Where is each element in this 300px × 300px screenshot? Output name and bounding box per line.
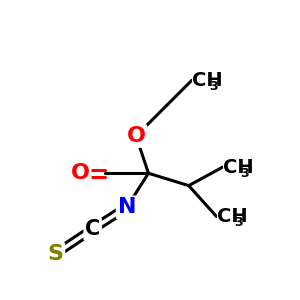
Text: O: O bbox=[71, 163, 90, 183]
Text: N: N bbox=[118, 197, 136, 217]
Text: 3: 3 bbox=[234, 216, 243, 229]
Text: 3: 3 bbox=[209, 80, 218, 93]
Text: CH: CH bbox=[217, 207, 247, 226]
Text: CH: CH bbox=[223, 158, 254, 176]
Text: CH: CH bbox=[192, 71, 223, 90]
Text: C: C bbox=[85, 219, 100, 239]
Text: S: S bbox=[47, 244, 64, 264]
Text: O: O bbox=[127, 126, 146, 146]
Text: 3: 3 bbox=[240, 167, 249, 180]
